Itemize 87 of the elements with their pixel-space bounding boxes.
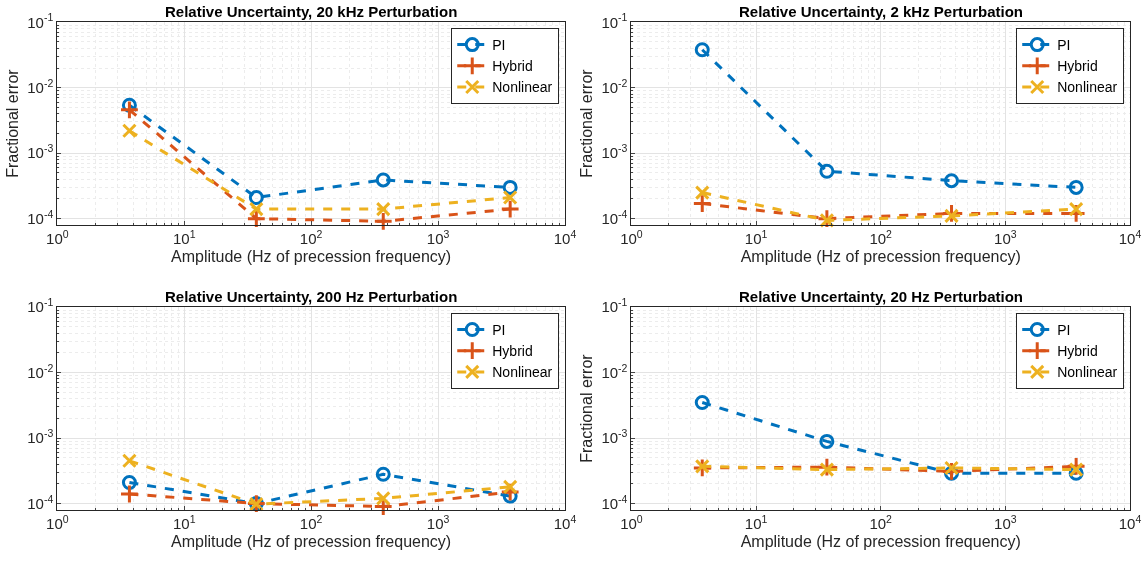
y-tick-label: 10$^{-1}$ (601, 11, 628, 31)
y-axis-title: Fractional error (578, 353, 596, 463)
y-tick-label: 10$^{-3}$ (27, 427, 54, 447)
y-tick-label: 10$^{-1}$ (27, 11, 54, 31)
point (502, 479, 518, 495)
x-tick-label: 10$^{1}$ (172, 512, 196, 532)
y-tick-label: 10$^{-1}$ (601, 296, 628, 316)
x-tick-label: 10$^{4}$ (1118, 512, 1142, 532)
point (119, 99, 140, 120)
y-tick-label: 10$^{-2}$ (27, 76, 54, 96)
x-tick-label: 10$^{3}$ (994, 227, 1017, 247)
x-tick-label: 10$^{3}$ (426, 227, 450, 247)
x-axis-title: Amplitude (Hz of precession frequency) (740, 247, 1021, 265)
point (1068, 201, 1084, 217)
legend-label: Nonlinear (492, 364, 553, 381)
x-tick-label: 10$^{3}$ (994, 512, 1017, 532)
chart-title: Relative Uncertainty, 200 Hz Perturbation (165, 288, 458, 305)
y-tick-label: 10$^{-2}$ (27, 361, 54, 381)
y-tick-label: 10$^{-3}$ (601, 142, 628, 162)
x-axis-title: Amplitude (Hz of precession frequency) (740, 532, 1021, 550)
chart-title: Relative Uncertainty, 2 kHz Perturbation (739, 3, 1023, 20)
point (944, 208, 960, 224)
point (944, 173, 960, 189)
x-axis-title: Amplitude (Hz of precession frequency) (171, 247, 452, 265)
x-tick-label: 10$^{1}$ (172, 227, 196, 247)
y-tick-label: 10$^{-4}$ (601, 492, 628, 512)
x-tick-label: 10$^{2}$ (869, 512, 893, 532)
x-axis-title: Amplitude (Hz of precession frequency) (171, 532, 452, 550)
x-tick-label: 10$^{2}$ (299, 227, 323, 247)
chart-title: Relative Uncertainty, 20 Hz Perturbation (739, 288, 1023, 305)
y-tick-label: 10$^{-2}$ (601, 76, 628, 96)
legend-label: Hybrid (1057, 58, 1098, 75)
y-axis-title: Fractional error (578, 68, 596, 178)
point (819, 462, 835, 478)
x-tick-label: 10$^{3}$ (426, 512, 450, 532)
legend-label: PI (492, 37, 506, 54)
x-tick-label: 10$^{0}$ (620, 227, 643, 247)
x-tick-label: 10$^{0}$ (46, 227, 69, 247)
point (1068, 179, 1084, 195)
y-tick-label: 10$^{-4}$ (601, 207, 628, 227)
y-tick-label: 10$^{-4}$ (27, 492, 54, 512)
point (119, 484, 140, 504)
x-tick-label: 10$^{4}$ (1118, 227, 1142, 247)
point (502, 179, 518, 195)
legend-label: Nonlinear (1057, 364, 1118, 381)
point (248, 190, 264, 206)
x-tick-label: 10$^{2}$ (299, 512, 323, 532)
y-tick-label: 10$^{-3}$ (601, 427, 628, 447)
point (121, 123, 137, 139)
y-tick-label: 10$^{-3}$ (27, 142, 54, 162)
x-tick-label: 10$^{1}$ (744, 512, 768, 532)
legend-label: Hybrid (492, 343, 533, 360)
point (121, 474, 137, 490)
chart-title: Relative Uncertainty, 20 kHz Perturbation (165, 3, 458, 20)
x-tick-label: 10$^{1}$ (744, 227, 768, 247)
point (694, 185, 710, 201)
point (375, 466, 391, 482)
x-tick-label: 10$^{2}$ (869, 227, 893, 247)
y-tick-label: 10$^{-4}$ (27, 207, 54, 227)
x-tick-label: 10$^{0}$ (46, 512, 69, 532)
point (375, 490, 391, 506)
point (248, 201, 264, 217)
legend-label: Nonlinear (1057, 79, 1118, 96)
point (944, 460, 960, 476)
point (819, 433, 835, 449)
legend-label: PI (492, 321, 506, 338)
point (375, 172, 391, 188)
legend-label: Hybrid (1057, 343, 1098, 360)
x-tick-label: 10$^{4}$ (553, 512, 577, 532)
legend-label: Hybrid (492, 58, 533, 75)
legend-label: PI (1057, 321, 1071, 338)
point (500, 199, 521, 219)
point (502, 190, 518, 206)
point (121, 453, 137, 469)
point (694, 42, 710, 58)
y-tick-label: 10$^{-1}$ (27, 296, 54, 316)
y-tick-label: 10$^{-2}$ (601, 361, 628, 381)
x-tick-label: 10$^{4}$ (553, 227, 577, 247)
point (373, 211, 394, 232)
legend-label: Nonlinear (492, 79, 553, 96)
point (375, 201, 391, 217)
x-tick-label: 10$^{0}$ (620, 512, 643, 532)
y-axis-title: Fractional error (4, 68, 22, 178)
point (819, 163, 835, 179)
point (694, 395, 710, 410)
legend-label: PI (1057, 37, 1071, 54)
point (692, 193, 713, 214)
